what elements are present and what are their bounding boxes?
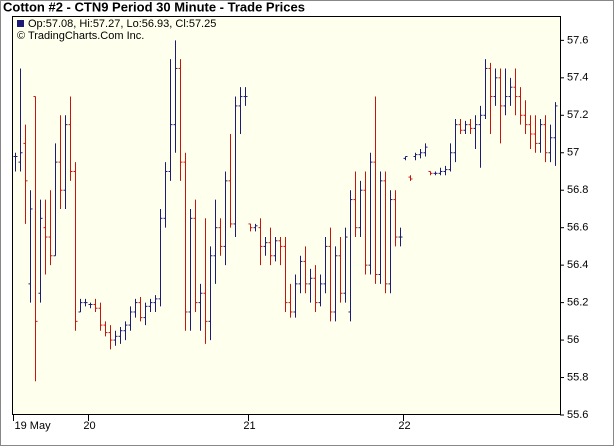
y-tick-label: 56.6 — [567, 222, 588, 234]
source: © TradingCharts.Com Inc. — [17, 30, 144, 42]
y-tick-label: 57.6 — [567, 34, 588, 46]
y-tick-label: 56.2 — [567, 297, 588, 309]
y-tick-label: 57.4 — [567, 72, 588, 84]
y-tick-label: 57.2 — [567, 109, 588, 121]
legend-swatch — [17, 20, 24, 27]
chart-title: Cotton #2 - CTN9 Period 30 Minute - Trad… — [3, 0, 305, 14]
y-tick-label: 56.4 — [567, 259, 588, 271]
x-tick-label: 22 — [398, 420, 410, 432]
y-tick-label: 55.6 — [567, 409, 588, 421]
y-tick-label: 57 — [567, 147, 579, 159]
x-tick-label: 20 — [83, 420, 95, 432]
x-tick-label: 19 May — [15, 420, 52, 432]
y-tick-label: 55.8 — [567, 371, 588, 383]
y-tick-label: 56.8 — [567, 184, 588, 196]
legend-text: Op:57.08, Hi:57.27, Lo:56.93, Cl:57.25 — [28, 18, 216, 30]
x-tick-label: 21 — [243, 420, 255, 432]
y-tick-label: 56 — [567, 334, 579, 346]
plot-area — [12, 16, 561, 415]
